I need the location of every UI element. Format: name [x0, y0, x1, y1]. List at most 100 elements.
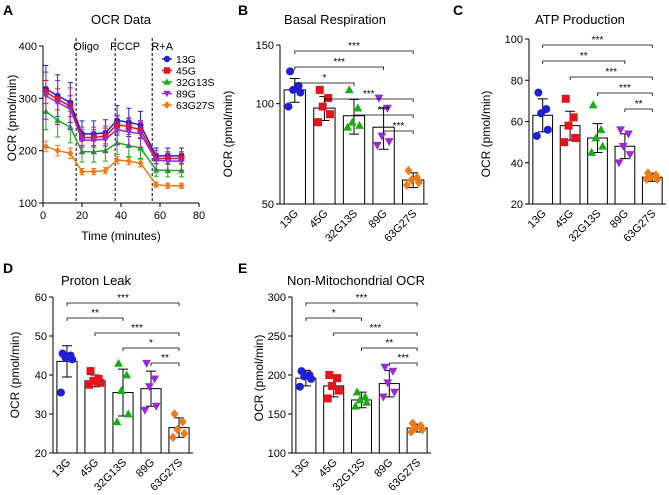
sd-error-bar — [62, 345, 72, 378]
data-point — [42, 142, 49, 151]
significance-label: *** — [131, 323, 143, 334]
y-tick-label: 100 — [256, 99, 274, 111]
replicate-point — [537, 109, 546, 118]
x-tick-label: 13G — [278, 208, 301, 231]
x-tick-label: 89G — [367, 208, 390, 231]
y-tick-label: 250 — [268, 331, 286, 343]
replicate-point — [414, 177, 423, 188]
y-tick-label: 50 — [262, 199, 274, 211]
replicate-point — [408, 418, 417, 429]
data-point — [152, 157, 160, 164]
data-point — [178, 158, 185, 165]
significance-label: *** — [592, 35, 604, 46]
replicate-point — [89, 376, 98, 385]
significance-bracket — [305, 317, 362, 321]
x-tick-label: 89G — [372, 457, 395, 480]
significance-label: *** — [370, 323, 382, 334]
y-tick-label: 300 — [19, 93, 37, 105]
replicate-point — [284, 102, 293, 111]
replicate-point — [112, 417, 122, 426]
replicate-point — [334, 386, 343, 395]
y-tick-label: 200 — [268, 370, 286, 382]
significance-bracket — [294, 50, 414, 54]
replicate-point — [588, 100, 598, 109]
data-point — [137, 131, 144, 138]
significance-label: *** — [619, 83, 631, 94]
significance-label: *** — [363, 89, 375, 100]
panel-a-ocr-line-chart: A OCR Data Time (minutes) OCR (pmol/min)… — [3, 2, 215, 243]
legend-label: 63G27S — [176, 100, 215, 112]
data-point — [164, 158, 172, 165]
bar-45G — [84, 380, 106, 454]
data-point — [178, 182, 185, 190]
data-point — [125, 157, 132, 165]
replicate-point — [377, 132, 387, 141]
replicate-point — [404, 165, 413, 176]
series-63G27S — [42, 140, 185, 190]
replicate-point — [532, 131, 541, 140]
replicate-point — [614, 159, 624, 168]
legend-marker — [163, 78, 171, 85]
significance-label: ** — [635, 99, 643, 110]
significance-bracket — [624, 108, 653, 112]
replicate-point — [352, 387, 362, 396]
x-tick-label: 20 — [76, 210, 88, 222]
replicate-point — [362, 397, 372, 406]
replicate-point — [571, 134, 580, 142]
replicate-point — [564, 121, 573, 130]
legend-marker — [163, 67, 171, 74]
replicate-point — [343, 122, 353, 131]
replicate-point — [324, 94, 333, 103]
y-tick-label: 100 — [19, 198, 37, 210]
panel-e-title: Non-Mitochondrial OCR — [287, 273, 425, 288]
replicate-point — [295, 382, 304, 391]
replicate-point — [168, 432, 177, 443]
replicate-point — [289, 85, 298, 94]
series-line — [45, 110, 182, 172]
replicate-point — [360, 392, 370, 401]
replicate-point — [84, 380, 93, 389]
significance-label: ** — [385, 338, 393, 349]
y-tick-label: 200 — [19, 146, 37, 158]
replicate-point — [86, 367, 95, 376]
y-tick-label: 60 — [511, 117, 523, 129]
replicate-point — [534, 88, 543, 97]
significance-label: ** — [161, 353, 169, 364]
replicate-point — [560, 138, 569, 147]
replicate-point — [151, 402, 161, 411]
replicate-point — [150, 375, 160, 384]
significance-label: * — [322, 73, 326, 84]
data-point — [78, 137, 86, 144]
panel-d-y-label: OCR (pmol/min) — [8, 332, 22, 419]
replicate-point — [333, 374, 342, 383]
significance-label: *** — [117, 293, 129, 304]
replicate-point — [587, 147, 596, 156]
x-tick-label: 45G — [317, 457, 340, 480]
data-point — [125, 129, 133, 136]
significance-label: *** — [393, 121, 405, 132]
panel-e-letter: E — [238, 260, 247, 276]
panel-b-y-label: OCR (pmol/min) — [221, 91, 235, 178]
y-tick-label: 40 — [511, 158, 523, 170]
replicate-point — [325, 110, 334, 119]
panel-c-letter: C — [453, 2, 463, 18]
significance-bracket — [324, 98, 414, 102]
significance-bracket — [542, 44, 653, 48]
significance-bracket — [150, 362, 180, 366]
replicate-point — [413, 172, 422, 183]
replicate-point — [355, 120, 364, 129]
y-tick-label: 150 — [268, 409, 286, 421]
replicate-point — [307, 374, 316, 383]
legend-label: 13G — [176, 54, 196, 66]
replicate-point — [180, 428, 189, 439]
x-tick-label: 13G — [50, 457, 73, 480]
significance-bracket — [333, 332, 418, 336]
replicate-point — [170, 409, 179, 419]
replicate-point — [618, 142, 628, 151]
replicate-point — [372, 141, 382, 150]
x-tick-label: 63G27S — [382, 208, 419, 245]
replicate-point — [323, 394, 332, 403]
significance-bracket — [542, 60, 626, 64]
replicate-point — [561, 94, 570, 103]
replicate-point — [642, 174, 651, 185]
